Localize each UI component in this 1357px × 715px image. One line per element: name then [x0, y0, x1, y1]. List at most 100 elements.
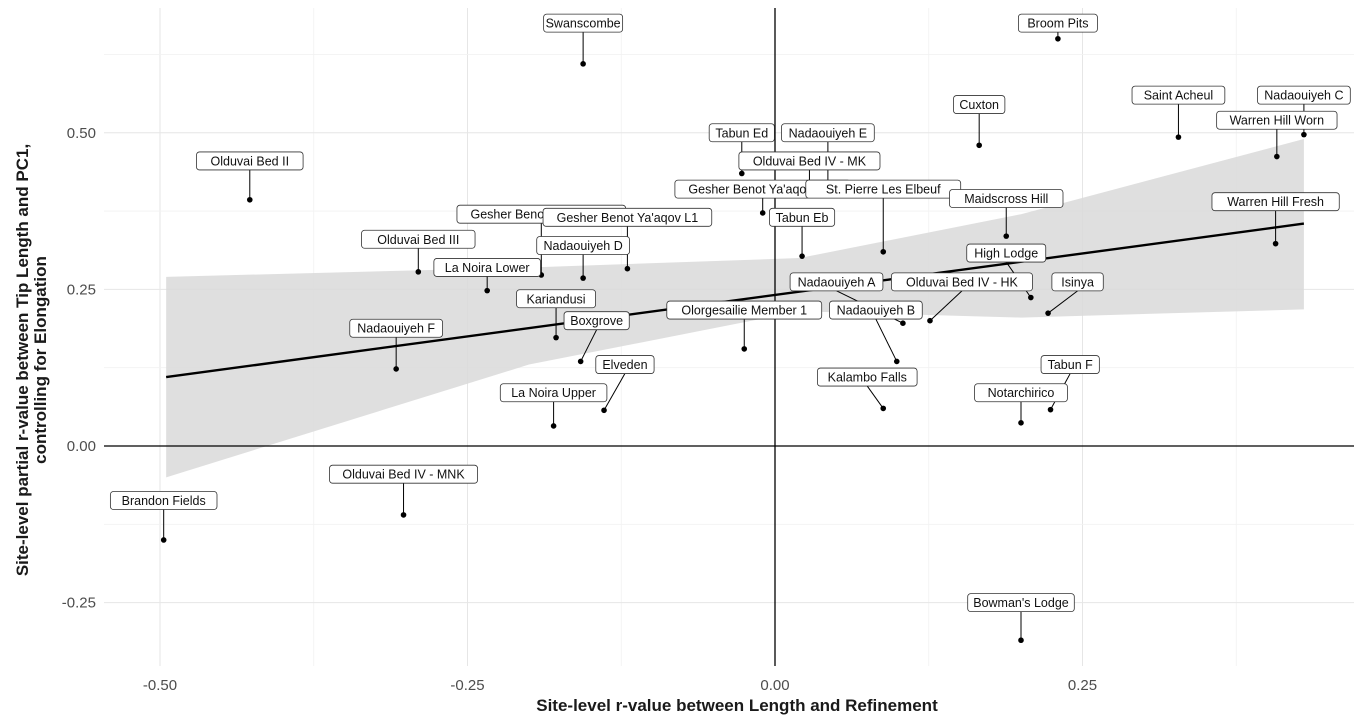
- point-label-text: Nadaouiyeh D: [544, 239, 623, 253]
- point-label: Kalambo Falls: [817, 367, 918, 387]
- point-label-box: [1131, 85, 1226, 105]
- point-label-box: [1018, 13, 1098, 33]
- point-label-box: [109, 491, 218, 510]
- point-label-box: [966, 243, 1047, 263]
- point-label-text: Gesher Benot Ya'aqov L1: [557, 211, 699, 225]
- point-label-text: Boxgrove: [570, 314, 623, 328]
- point-labels: Broom Pits Swanscombe Cuxton Saint Acheul Na…: [109, 13, 1351, 641]
- x-tick-label: -0.25: [450, 677, 484, 694]
- point-label-box: [949, 189, 1064, 208]
- point-label-text: Olduvai Bed II: [211, 154, 290, 168]
- point-label: Tabun Eb: [769, 207, 836, 227]
- point-label: Saint Acheul: [1131, 85, 1226, 105]
- point-label: Elveden: [595, 355, 655, 374]
- point-label-box: [536, 236, 630, 255]
- label-leader-line: [866, 385, 884, 409]
- point-label-text: La Noira Upper: [511, 386, 596, 400]
- point-label-box: [974, 383, 1068, 403]
- reference-lines: [104, 8, 1354, 666]
- point-label-text: Olorgesailie Member 1: [681, 304, 807, 318]
- point-label-box: [953, 95, 1006, 114]
- point-label-text: Brandon Fields: [122, 494, 206, 508]
- point-label: Broom Pits: [1018, 13, 1098, 33]
- point-label-text: Kariandusi: [527, 292, 586, 306]
- point-label-text: Warren Hill Fresh: [1227, 195, 1324, 209]
- x-tick-label: -0.50: [143, 677, 177, 694]
- y-axis-title: Site-level partial r-value between Tip L…: [13, 144, 50, 576]
- y-axis-title-line-1: Site-level partial r-value between Tip L…: [13, 144, 32, 576]
- point-label: Nadaouiyeh F: [349, 318, 443, 338]
- point-label-text: Maidscross Hill: [964, 192, 1048, 206]
- point-label-box: [1211, 192, 1340, 212]
- point-label-box: [543, 13, 624, 33]
- data-point: [580, 275, 586, 281]
- point-label-box: [1257, 85, 1351, 105]
- point-label-text: Olduvai Bed IV - HK: [906, 275, 1019, 289]
- label-leader-line: [875, 318, 898, 362]
- point-label-text: Cuxton: [959, 98, 999, 112]
- y-tick-label: 0.00: [67, 438, 96, 455]
- point-label: Olduvai Bed IV - MNK: [329, 464, 478, 484]
- point-label-box: [595, 355, 655, 374]
- point-label: Gesher Benot Ya'aqov L1: [542, 207, 713, 227]
- point-label-text: La Noira Lower: [445, 261, 530, 275]
- point-label-box: [433, 258, 541, 277]
- point-label-text: Nadaouiyeh A: [798, 275, 877, 289]
- point-label-box: [738, 151, 881, 171]
- point-label: Olorgesailie Member 1: [666, 300, 823, 320]
- point-label: Boxgrove: [563, 311, 630, 331]
- point-label-text: Nadaouiyeh B: [837, 304, 916, 318]
- point-label-text: Broom Pits: [1027, 17, 1088, 31]
- point-label-text: Tabun Ed: [715, 126, 768, 140]
- point-label-box: [1216, 110, 1338, 130]
- point-label: St. Pierre Les Elbeuf: [805, 179, 962, 199]
- label-leader-line: [603, 373, 626, 411]
- x-tick-label: 0.25: [1068, 677, 1097, 694]
- label-leader-line: [1047, 290, 1078, 314]
- point-label: Isinya: [1051, 272, 1104, 292]
- point-label: Nadaouiyeh E: [781, 123, 875, 143]
- data-point: [1047, 406, 1054, 413]
- point-label: Bowman's Lodge: [967, 593, 1075, 613]
- point-label-box: [349, 318, 443, 338]
- y-tick-label: -0.25: [62, 595, 96, 612]
- data-point: [741, 346, 748, 352]
- point-label: Warren Hill Worn: [1216, 110, 1338, 130]
- y-axis-title-line-2: controlling for Elongation: [31, 256, 50, 464]
- point-label: Nadaouiyeh B: [829, 300, 923, 320]
- regression-fit-line: [165, 222, 1305, 379]
- point-label-box: [542, 207, 713, 227]
- point-label-text: Saint Acheul: [1144, 89, 1214, 103]
- point-label: Tabun Ed: [708, 123, 775, 143]
- point-label: Warren Hill Fresh: [1211, 192, 1340, 212]
- point-label-text: Notarchirico: [988, 386, 1055, 400]
- point-label-box: [516, 289, 596, 309]
- point-label-box: [1051, 272, 1104, 292]
- point-label-box: [769, 207, 836, 227]
- point-label: Nadaouiyeh D: [536, 236, 630, 255]
- point-label: Olduvai Bed II: [196, 151, 304, 171]
- point-label: La Noira Upper: [499, 383, 608, 403]
- point-label-text: Gesher Benot Ya'aqov L4b: [688, 183, 837, 197]
- point-label: High Lodge: [966, 243, 1047, 263]
- point-label: Kariandusi: [516, 289, 596, 309]
- point-label: Cuxton: [953, 95, 1006, 114]
- point-label-text: Bowman's Lodge: [973, 596, 1069, 610]
- point-label: Olduvai Bed IV - HK: [891, 272, 1033, 292]
- point-label-text: Elveden: [602, 358, 647, 372]
- point-label-text: Tabun F: [1048, 358, 1094, 372]
- point-label-box: [196, 151, 304, 171]
- label-leader-line: [580, 329, 598, 362]
- point-label: La Noira Lower: [433, 258, 541, 277]
- point-label: Nadaouiyeh C: [1257, 85, 1351, 105]
- point-label-text: Olduvai Bed III: [377, 233, 459, 247]
- point-label-box: [563, 311, 630, 331]
- point-label-text: Nadaouiyeh E: [789, 126, 868, 140]
- point-label-box: [329, 464, 478, 484]
- point-label-text: Nadaouiyeh F: [357, 322, 435, 336]
- point-label: Notarchirico: [974, 383, 1068, 403]
- point-label: Olduvai Bed IV - MK: [738, 151, 881, 171]
- point-label-box: [789, 272, 884, 292]
- point-label-text: Isinya: [1061, 275, 1094, 289]
